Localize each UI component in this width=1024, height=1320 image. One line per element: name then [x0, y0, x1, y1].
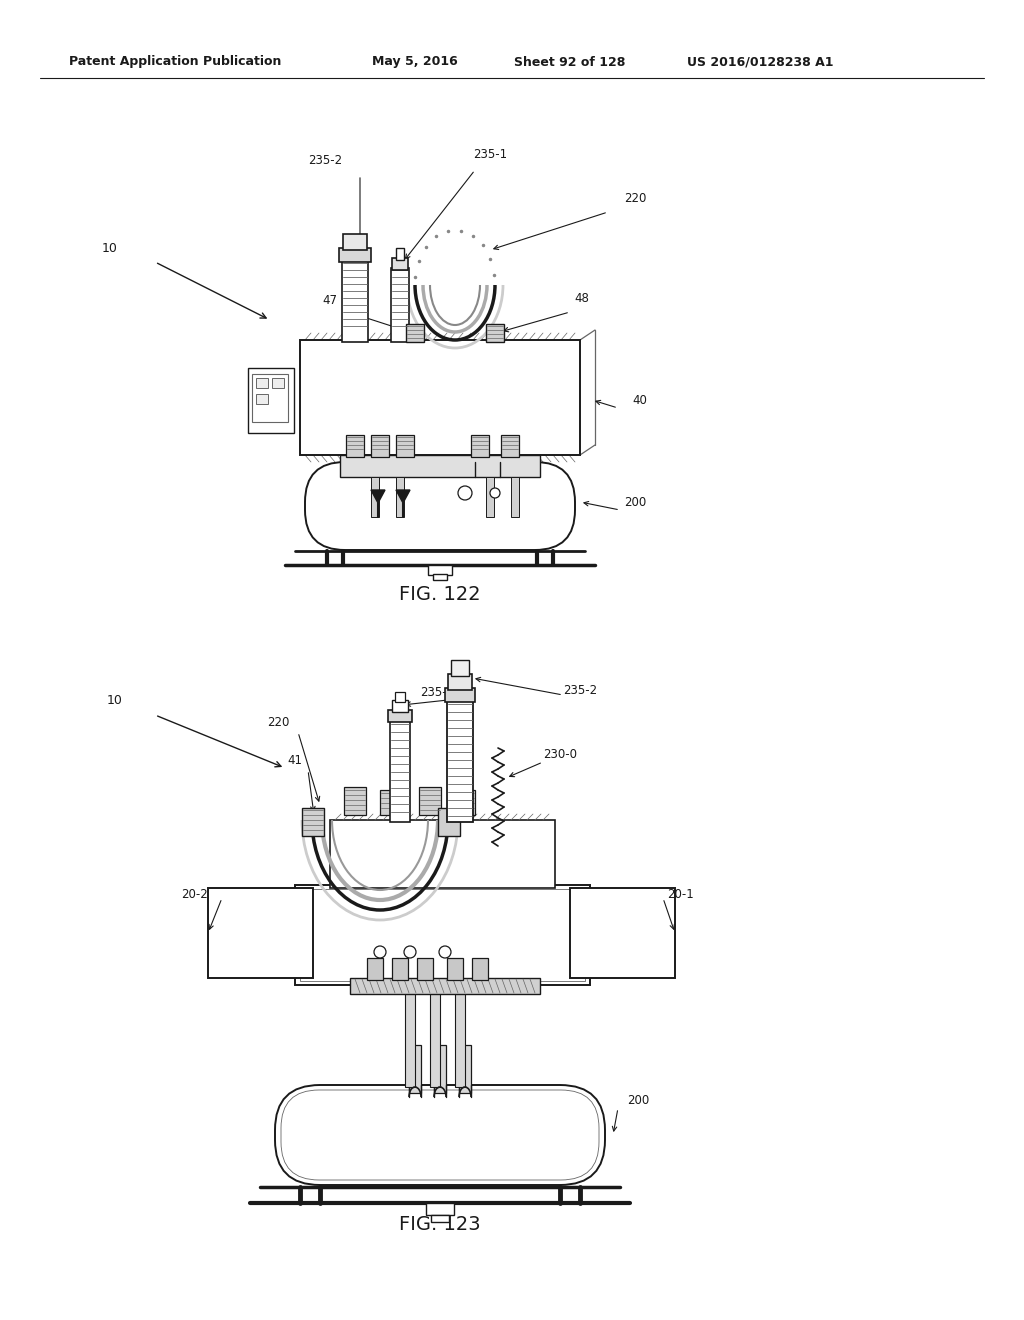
Polygon shape — [371, 490, 385, 503]
Bar — [300, 341, 580, 455]
Bar — [302, 808, 324, 836]
Bar — [426, 1203, 454, 1214]
Text: 40: 40 — [633, 393, 647, 407]
Text: 235-1: 235-1 — [473, 149, 507, 161]
Text: 200: 200 — [624, 495, 646, 508]
FancyBboxPatch shape — [281, 1090, 599, 1180]
Bar — [486, 323, 504, 342]
Text: FIG. 122: FIG. 122 — [399, 586, 481, 605]
Text: 41: 41 — [288, 754, 302, 767]
Bar — [433, 574, 447, 579]
Bar — [501, 436, 519, 457]
Bar — [455, 789, 475, 814]
Text: Sheet 92 of 128: Sheet 92 of 128 — [514, 55, 626, 69]
Bar — [388, 710, 412, 722]
Text: Patent Application Publication: Patent Application Publication — [69, 55, 282, 69]
Text: 235-2: 235-2 — [308, 153, 342, 166]
Bar — [371, 477, 379, 517]
Bar — [391, 268, 409, 342]
FancyBboxPatch shape — [305, 462, 575, 550]
Polygon shape — [396, 490, 410, 503]
Bar — [431, 1214, 449, 1222]
Bar — [396, 248, 404, 260]
Bar — [342, 260, 368, 342]
Text: 220: 220 — [624, 191, 646, 205]
Bar — [419, 787, 441, 814]
Text: May 5, 2016: May 5, 2016 — [372, 55, 458, 69]
Circle shape — [374, 946, 386, 958]
Bar — [428, 565, 452, 576]
Bar — [570, 888, 675, 978]
Bar — [339, 248, 371, 261]
Text: 10: 10 — [108, 693, 123, 706]
Text: 10: 10 — [102, 242, 118, 255]
Bar — [417, 958, 433, 979]
Bar — [390, 719, 410, 822]
Text: FIG. 123: FIG. 123 — [399, 1216, 481, 1234]
Bar — [486, 477, 494, 517]
Bar — [434, 1045, 446, 1093]
Text: 48: 48 — [574, 292, 590, 305]
Bar — [300, 888, 585, 981]
Bar — [344, 787, 366, 814]
Bar — [451, 660, 469, 676]
Bar — [330, 820, 555, 888]
Bar — [367, 958, 383, 979]
Bar — [409, 1045, 421, 1093]
Bar — [208, 888, 313, 978]
Text: 230-0: 230-0 — [543, 748, 577, 762]
Bar — [438, 808, 460, 836]
Text: 20-1: 20-1 — [667, 888, 693, 902]
Bar — [396, 436, 414, 457]
Bar — [392, 958, 408, 979]
Bar — [445, 688, 475, 702]
Circle shape — [490, 488, 500, 498]
Bar — [459, 1045, 471, 1093]
Bar — [396, 477, 404, 517]
Bar — [447, 700, 473, 822]
Circle shape — [439, 946, 451, 958]
Bar — [340, 455, 540, 477]
FancyBboxPatch shape — [275, 1085, 605, 1185]
Circle shape — [404, 946, 416, 958]
Bar — [350, 978, 540, 994]
Circle shape — [458, 486, 472, 500]
Bar — [430, 985, 440, 1086]
Text: US 2016/0128238 A1: US 2016/0128238 A1 — [687, 55, 834, 69]
Bar — [395, 692, 406, 702]
Bar — [392, 700, 408, 711]
Bar — [406, 985, 415, 1086]
Text: 220: 220 — [267, 715, 289, 729]
Text: 47: 47 — [323, 293, 338, 306]
Bar — [449, 675, 472, 690]
Text: 20-2: 20-2 — [181, 888, 208, 902]
Text: 235-2: 235-2 — [563, 684, 597, 697]
Bar — [380, 789, 400, 814]
Bar — [256, 393, 268, 404]
Bar — [371, 436, 389, 457]
Bar — [406, 323, 424, 342]
Bar — [511, 477, 519, 517]
Bar — [272, 378, 284, 388]
Bar — [346, 436, 364, 457]
Bar — [252, 374, 288, 422]
Text: 200: 200 — [627, 1093, 649, 1106]
Bar — [256, 378, 268, 388]
Bar — [471, 436, 489, 457]
Text: 235-1: 235-1 — [420, 685, 454, 698]
Bar — [392, 257, 408, 271]
Bar — [447, 958, 463, 979]
Bar — [472, 958, 488, 979]
Bar — [455, 985, 465, 1086]
Bar — [295, 884, 590, 985]
Bar — [248, 368, 294, 433]
Bar — [343, 234, 367, 249]
